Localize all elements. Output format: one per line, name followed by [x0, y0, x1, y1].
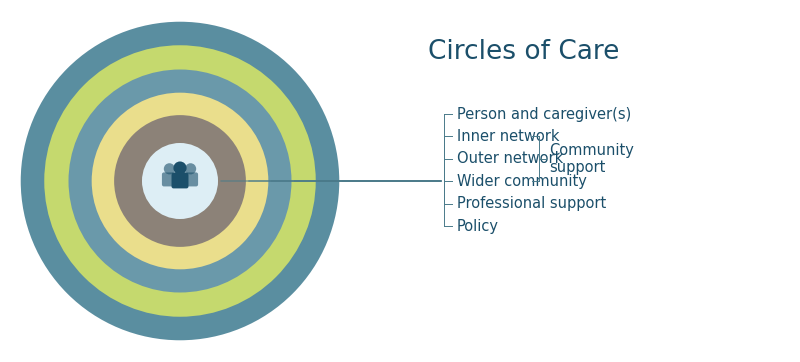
Circle shape	[174, 161, 186, 174]
Ellipse shape	[142, 143, 218, 219]
Text: Inner network: Inner network	[457, 129, 559, 144]
Text: Policy: Policy	[457, 219, 499, 234]
FancyBboxPatch shape	[171, 173, 189, 188]
Ellipse shape	[44, 45, 316, 317]
FancyBboxPatch shape	[183, 172, 198, 186]
Circle shape	[185, 163, 196, 174]
Ellipse shape	[21, 22, 339, 340]
Circle shape	[164, 163, 175, 174]
Ellipse shape	[114, 115, 246, 247]
Ellipse shape	[69, 70, 291, 292]
Text: Outer network: Outer network	[457, 151, 563, 167]
Text: Community
support: Community support	[549, 143, 634, 175]
Ellipse shape	[92, 93, 268, 269]
Text: Professional support: Professional support	[457, 196, 606, 211]
Text: Wider community: Wider community	[457, 174, 587, 189]
FancyBboxPatch shape	[162, 172, 177, 186]
Text: Person and caregiver(s): Person and caregiver(s)	[457, 106, 631, 122]
Text: Circles of Care: Circles of Care	[428, 39, 620, 66]
